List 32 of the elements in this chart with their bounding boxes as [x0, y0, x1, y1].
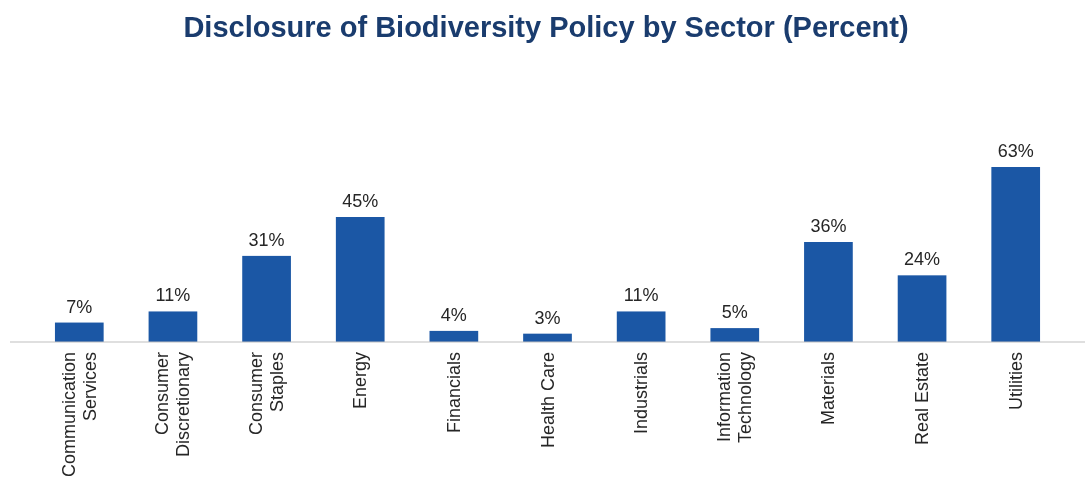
data-label: 11% — [155, 285, 191, 306]
x-tick-label: Health Care — [537, 352, 558, 449]
data-label: 31% — [248, 229, 285, 250]
x-tick-label: Energy — [350, 352, 371, 410]
bar — [148, 311, 198, 342]
bar — [335, 217, 385, 342]
chart-title: Disclosure of Biodiversity Policy by Sector (Percent) — [183, 11, 909, 43]
bar — [54, 322, 104, 342]
x-tick-label: Consumer Discretionary — [152, 352, 194, 458]
x-tick-label: Industrials — [631, 352, 652, 435]
x-tick-label: Consumer Staples — [246, 352, 288, 436]
data-label: 45% — [342, 191, 379, 211]
bar — [804, 242, 853, 342]
x-tick-label: Real Estate — [912, 352, 933, 446]
data-label: 11% — [623, 285, 659, 306]
data-label: 3% — [534, 307, 561, 328]
data-label: 63% — [997, 141, 1034, 161]
bar — [897, 275, 947, 342]
bar — [710, 328, 760, 342]
bar — [991, 167, 1041, 342]
bar — [616, 311, 666, 342]
x-tick-label: Information Technology — [714, 352, 756, 444]
bar — [242, 255, 291, 342]
x-tick-label: Utilities — [1005, 352, 1026, 411]
data-label: 5% — [721, 302, 748, 323]
data-label: 7% — [66, 296, 93, 317]
data-label: 24% — [904, 249, 941, 270]
x-tick-label: Materials — [818, 352, 839, 426]
data-label: 4% — [440, 304, 467, 325]
data-label: 36% — [810, 216, 847, 236]
x-tick-label: Financials — [443, 352, 464, 434]
x-tick-label: Communication Services — [58, 352, 100, 478]
